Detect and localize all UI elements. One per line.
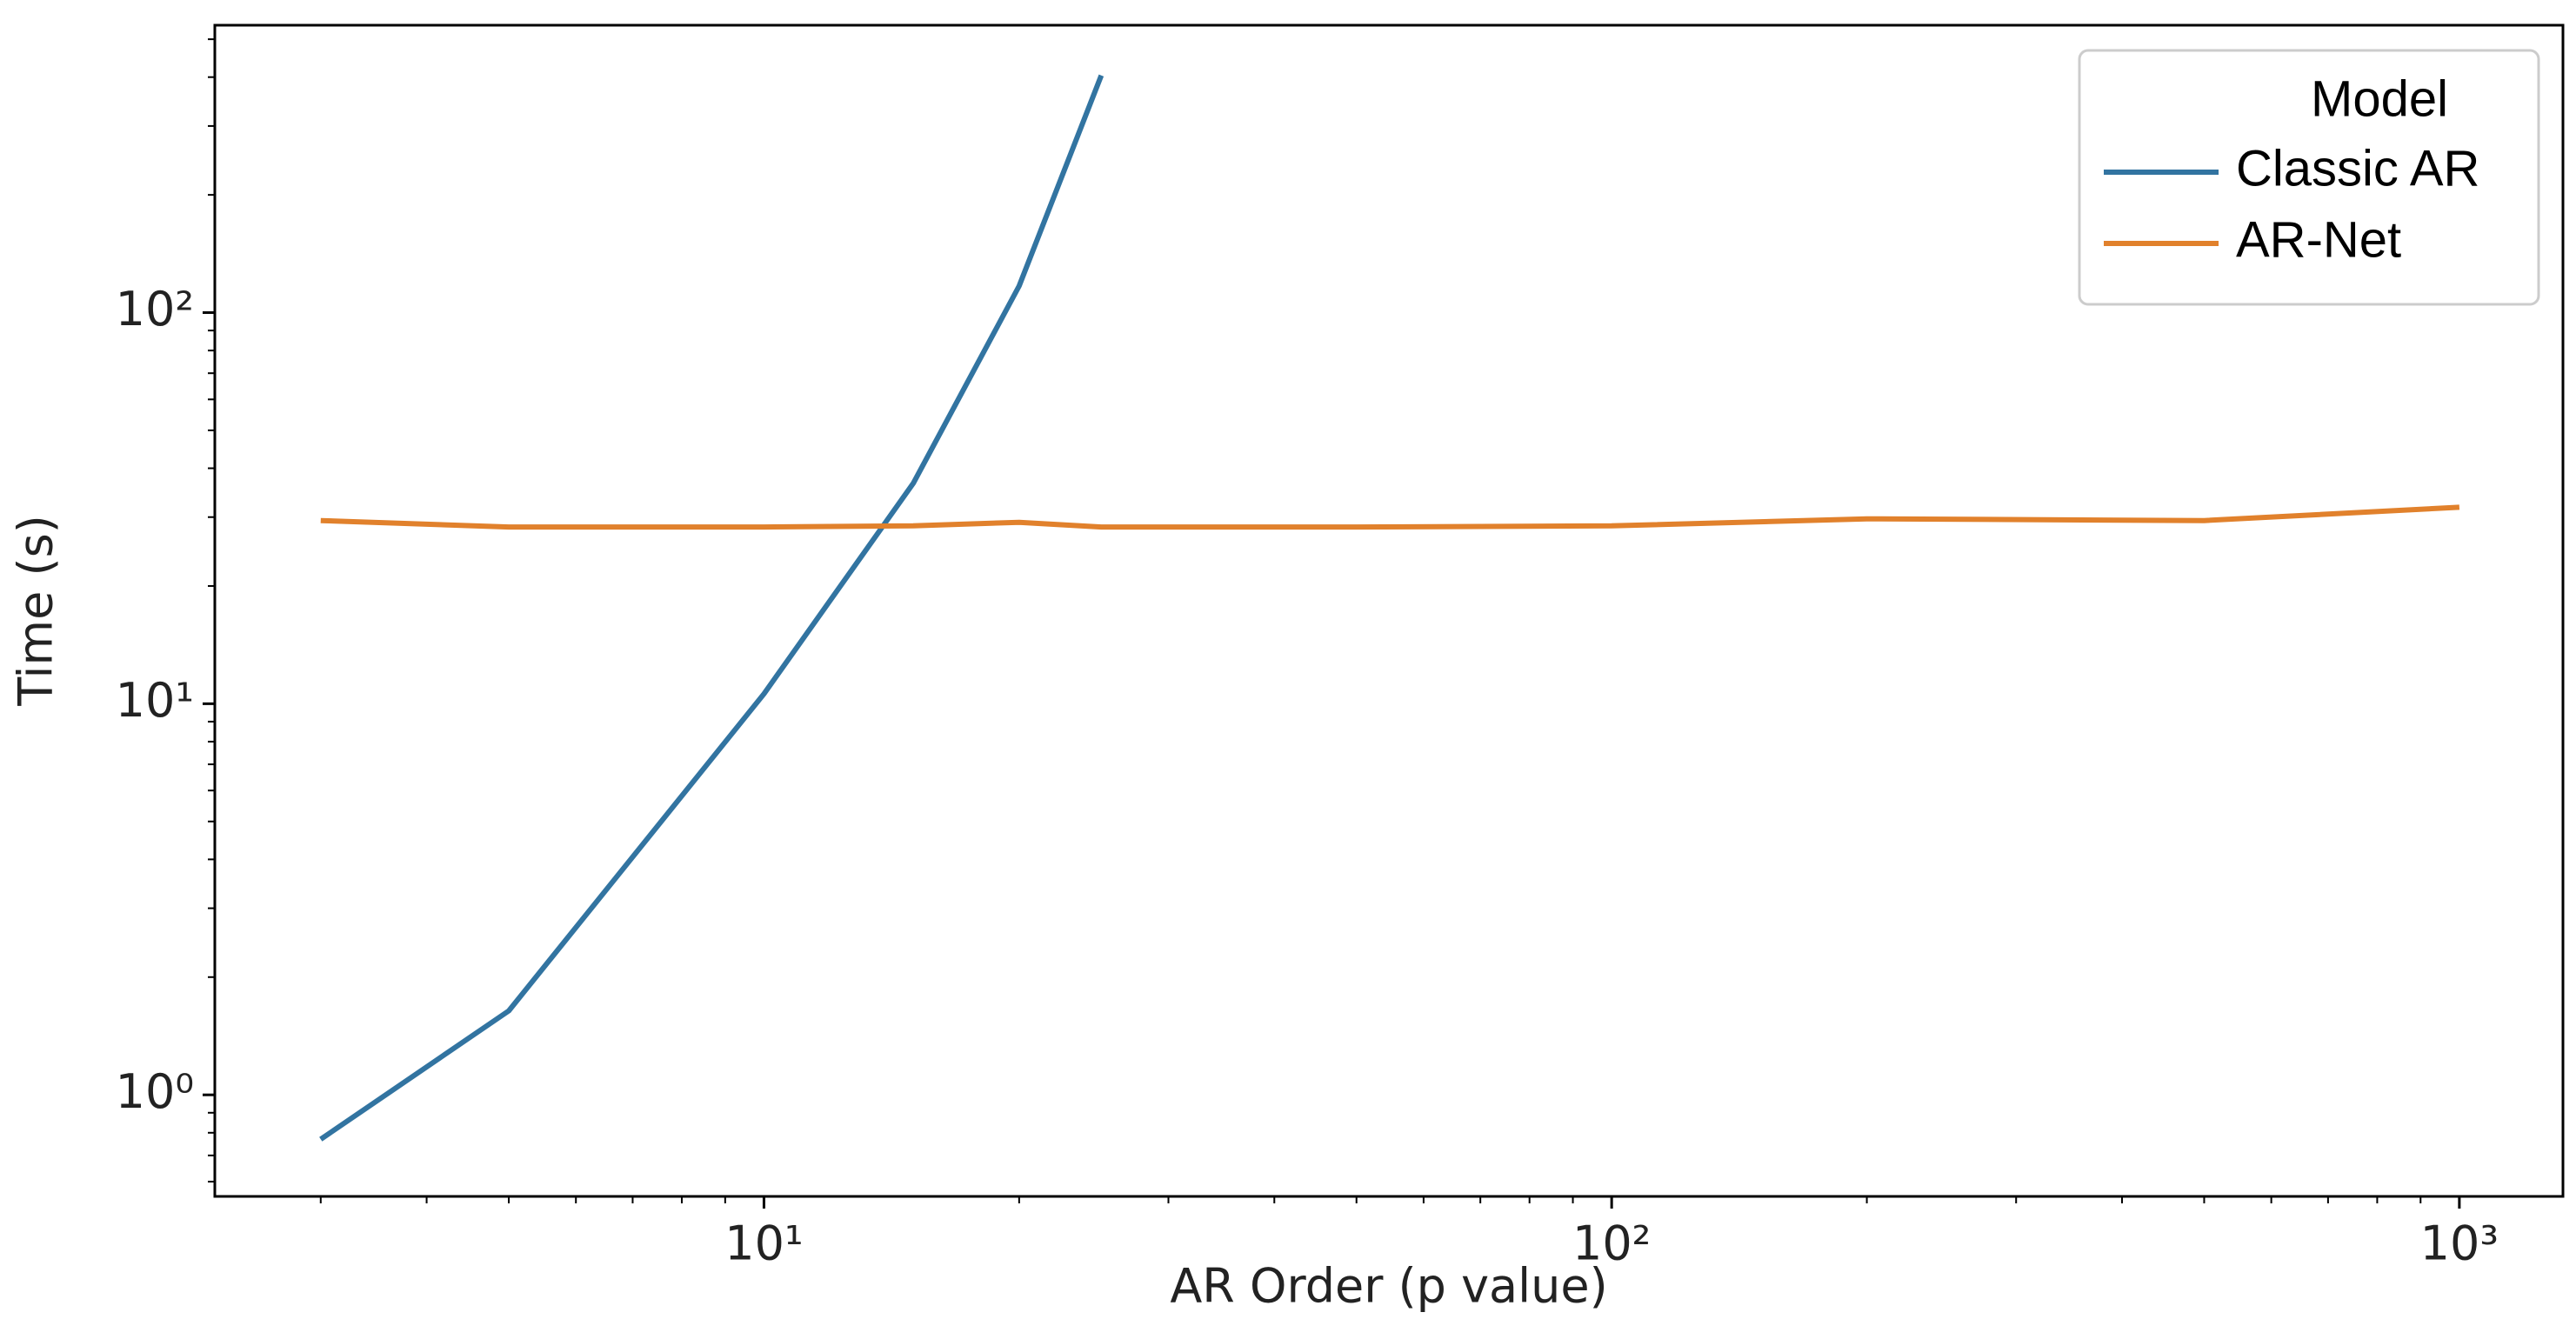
plot-frame (213, 23, 2565, 1198)
series-line (319, 74, 1104, 1142)
legend-label: Classic AR (2236, 140, 2479, 197)
x-tick-label: 10¹ (724, 1216, 803, 1271)
legend-label: AR-Net (2236, 211, 2401, 268)
x-axis-label: AR Order (p value) (1170, 1259, 1607, 1314)
y-tick-label: 10¹ (116, 673, 194, 728)
series-line (320, 504, 2460, 530)
y-axis-label: Time (s) (9, 515, 63, 707)
legend-title: Model (2311, 70, 2448, 127)
x-tick-label: 10² (1572, 1216, 1651, 1271)
y-tick-label: 10² (116, 282, 194, 336)
y-tick-label: 10⁰ (116, 1064, 194, 1119)
x-tick-label: 10³ (2420, 1216, 2499, 1271)
